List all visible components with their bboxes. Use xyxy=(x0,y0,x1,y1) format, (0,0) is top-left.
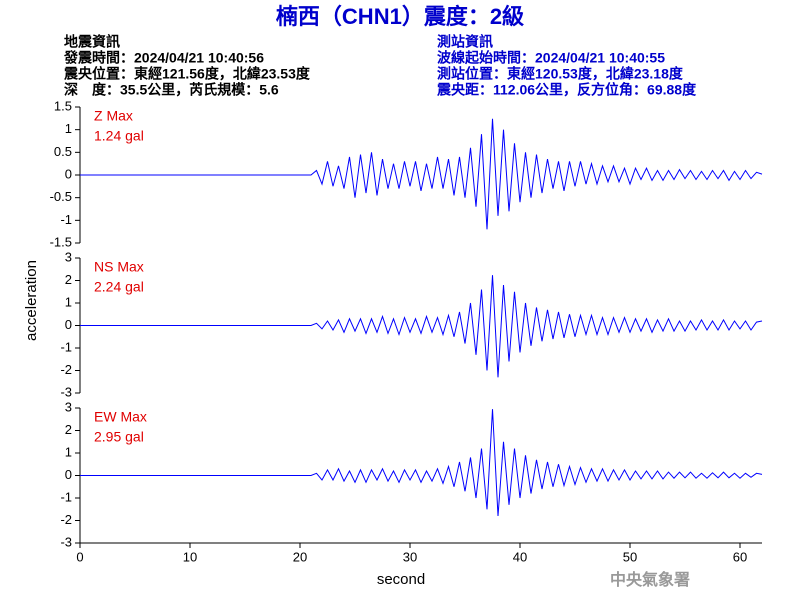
x-tick-label: 50 xyxy=(623,549,637,564)
max-annotation: 2.24 gal xyxy=(94,279,144,295)
max-annotation: 2.95 gal xyxy=(94,429,144,445)
y-tick-label: -3 xyxy=(60,534,72,549)
y-tick-label: -1 xyxy=(60,339,72,354)
y-tick-label: -1.5 xyxy=(50,234,72,249)
y-tick-label: -1 xyxy=(60,489,72,504)
y-tick-label: -2 xyxy=(60,362,72,377)
y-tick-label: 2 xyxy=(65,272,72,287)
x-tick-label: 40 xyxy=(513,549,527,564)
y-tick-label: -2 xyxy=(60,512,72,527)
x-tick-label: 60 xyxy=(733,549,747,564)
max-annotation: 1.24 gal xyxy=(94,128,144,144)
watermark: 中央氣象署 xyxy=(610,570,690,589)
y-tick-label: -0.5 xyxy=(50,189,72,204)
info-right: 震央距：112.06公里，反方位角：69.88度 xyxy=(436,82,697,98)
info-left: 發震時間：2024/04/21 10:40:56 xyxy=(63,50,264,66)
info-right: 測站資訊 xyxy=(437,34,493,50)
y-tick-label: 1 xyxy=(65,294,72,309)
y-axis-label: acceleration xyxy=(23,260,40,341)
y-tick-label: -1 xyxy=(60,212,72,227)
x-tick-label: 30 xyxy=(403,549,417,564)
y-tick-label: 1 xyxy=(65,444,72,459)
info-right: 波線起始時間：2024/04/21 10:40:55 xyxy=(437,50,665,66)
x-tick-label: 0 xyxy=(76,549,83,564)
info-right: 測站位置：東經120.53度，北緯23.18度 xyxy=(437,66,684,82)
max-annotation: EW Max xyxy=(94,409,147,425)
info-left: 震央位置：東經121.56度，北緯23.53度 xyxy=(63,66,311,82)
max-annotation: NS Max xyxy=(94,259,144,275)
waveform xyxy=(80,409,763,517)
y-tick-label: 3 xyxy=(65,249,72,264)
title: 楠西（CHN1）震度：2級 xyxy=(276,4,524,29)
x-axis-label: second xyxy=(377,571,425,588)
waveform xyxy=(80,275,763,378)
waveform xyxy=(80,118,763,230)
y-tick-label: 0 xyxy=(65,467,72,482)
x-tick-label: 10 xyxy=(183,549,197,564)
y-tick-label: -3 xyxy=(60,384,72,399)
y-tick-label: 0 xyxy=(65,317,72,332)
y-tick-label: 0.5 xyxy=(54,144,72,159)
info-left: 深 度：35.5公里，芮氏規模：5.6 xyxy=(64,82,279,98)
x-tick-label: 20 xyxy=(293,549,307,564)
y-tick-label: 0 xyxy=(65,166,72,181)
y-tick-label: 3 xyxy=(65,399,72,414)
max-annotation: Z Max xyxy=(94,108,133,124)
y-tick-label: 2 xyxy=(65,422,72,437)
y-tick-label: 1.5 xyxy=(54,98,72,113)
y-tick-label: 1 xyxy=(65,121,72,136)
info-left: 地震資訊 xyxy=(64,34,120,50)
